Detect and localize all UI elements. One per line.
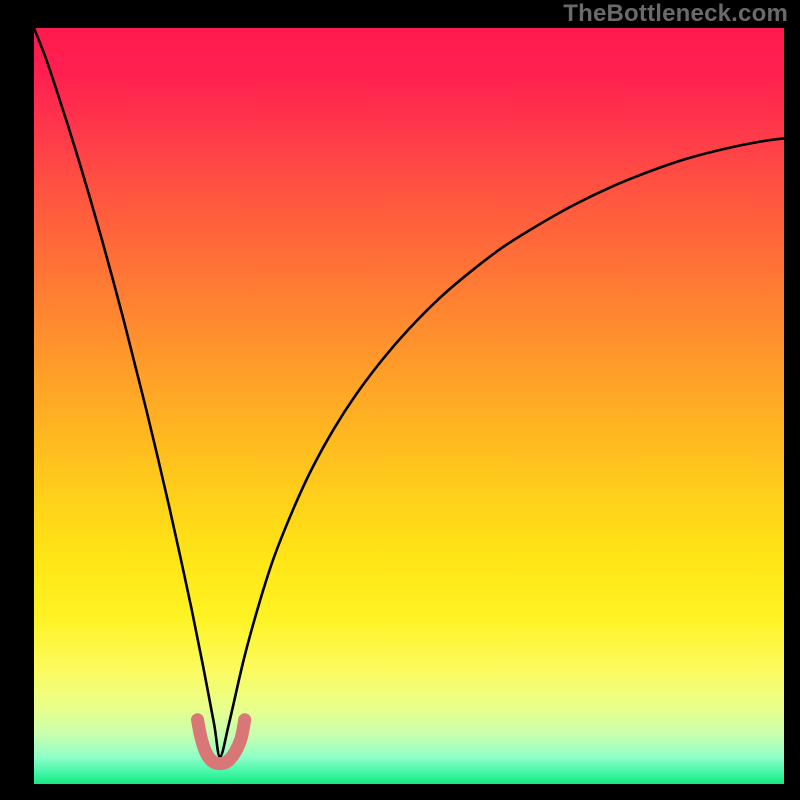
gradient-plot-area <box>34 28 784 784</box>
plot-svg <box>34 28 784 784</box>
watermark-text: TheBottleneck.com <box>563 0 788 28</box>
chart-stage: TheBottleneck.com <box>0 0 800 800</box>
